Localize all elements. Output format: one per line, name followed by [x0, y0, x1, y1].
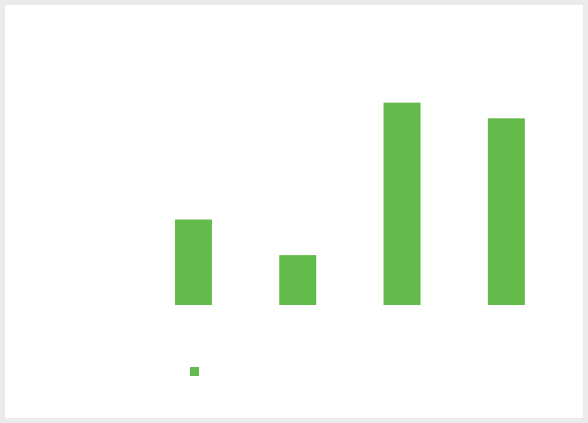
bar — [174, 219, 212, 305]
bar — [383, 102, 421, 306]
bar — [279, 255, 317, 305]
bar — [487, 118, 525, 305]
legend-swatch — [190, 367, 199, 376]
